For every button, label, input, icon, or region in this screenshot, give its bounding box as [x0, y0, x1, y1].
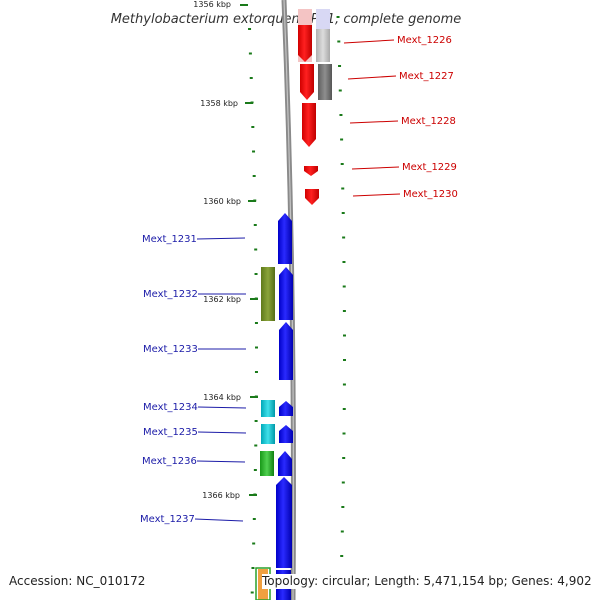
gene-arrow-mext-1227[interactable] — [300, 64, 314, 100]
gene-label-mext-1233[interactable]: Mext_1233 — [143, 344, 198, 355]
homolog-block — [261, 267, 275, 321]
reverse-gene-labels: Mext_1226 Mext_1227 Mext_1228 Mext_1229 … — [343, 35, 458, 200]
gene-label-mext-1236[interactable]: Mext_1236 — [142, 456, 197, 467]
homolog-block — [261, 424, 275, 444]
kbp-label: 1358 kbp — [200, 99, 238, 108]
kbp-label: 1366 kbp — [202, 491, 240, 500]
gene-arrow-mext-1231[interactable] — [278, 213, 292, 264]
kbp-label: 1362 kbp — [203, 295, 241, 304]
topology-text: Topology: circular; Length: 5,471,154 bp… — [262, 574, 592, 589]
gene-arrow-mext-1234[interactable] — [279, 401, 293, 416]
label-leader — [351, 166, 400, 170]
gene-label-mext-1230[interactable]: Mext_1230 — [403, 189, 458, 200]
label-leader — [343, 39, 395, 44]
label-leader — [197, 431, 247, 434]
gene-arrow-mext-1229[interactable] — [304, 166, 318, 176]
label-leader — [347, 75, 397, 80]
forward-gene-labels: Mext_1231 Mext_1232 Mext_1233 Mext_1234 … — [140, 234, 247, 525]
homolog-block — [318, 64, 332, 100]
gene-label-mext-1227[interactable]: Mext_1227 — [399, 71, 454, 82]
gene-arrow-mext-1232[interactable] — [279, 267, 293, 320]
inner-tick-column — [248, 28, 258, 594]
label-leader — [352, 193, 401, 197]
label-leader — [194, 518, 244, 522]
gene-label-mext-1226[interactable]: Mext_1226 — [397, 35, 452, 46]
reverse-strand-genes — [298, 9, 332, 205]
gene-arrow-mext-1235[interactable] — [279, 425, 293, 443]
label-leader — [196, 460, 246, 463]
ruler: 1356 kbp 1358 kbp 1360 kbp 1362 kbp 1364… — [193, 0, 258, 500]
gene-label-mext-1234[interactable]: Mext_1234 — [143, 402, 198, 413]
gene-arrow-mext-1226[interactable] — [298, 25, 312, 62]
gene-arrow-mext-1228[interactable] — [302, 103, 316, 147]
gene-label-mext-1231[interactable]: Mext_1231 — [142, 234, 197, 245]
accession-text: Accession: NC_010172 — [9, 574, 146, 589]
kbp-label: 1356 kbp — [193, 0, 231, 9]
label-leader — [349, 120, 399, 124]
homolog-block-tint — [316, 9, 330, 29]
gene-label-mext-1237[interactable]: Mext_1237 — [140, 514, 195, 525]
kbp-label: 1364 kbp — [203, 393, 241, 402]
gene-label-mext-1228[interactable]: Mext_1228 — [401, 116, 456, 127]
gene-label-mext-1235[interactable]: Mext_1235 — [143, 427, 198, 438]
gene-label-mext-1229[interactable]: Mext_1229 — [402, 162, 457, 173]
kbp-label: 1360 kbp — [203, 197, 241, 206]
label-leader — [197, 406, 247, 409]
label-leader — [196, 237, 246, 240]
gene-arrow-mext-1230[interactable] — [305, 189, 319, 205]
gene-arrow-mext-1236[interactable] — [278, 451, 292, 476]
outer-tick-column — [336, 16, 346, 582]
gene-arrow-mext-1233[interactable] — [279, 322, 293, 380]
homolog-block — [261, 400, 275, 417]
forward-strand-genes — [255, 213, 293, 600]
homolog-block — [260, 451, 274, 476]
gene-arrow-mext-1237[interactable] — [276, 477, 292, 568]
gene-label-mext-1232[interactable]: Mext_1232 — [143, 289, 198, 300]
